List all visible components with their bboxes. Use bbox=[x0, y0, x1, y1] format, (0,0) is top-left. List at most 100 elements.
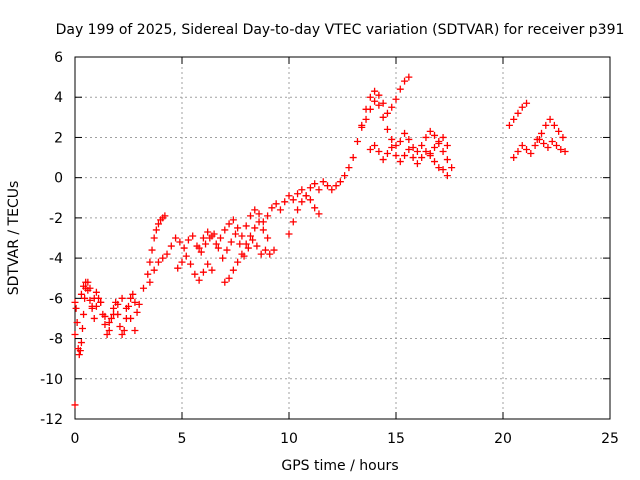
data-point bbox=[84, 286, 92, 294]
data-point bbox=[388, 135, 396, 143]
chart-title: Day 199 of 2025, Sidereal Day-to-day VTE… bbox=[56, 22, 625, 38]
data-point bbox=[371, 97, 379, 105]
data-point bbox=[191, 270, 199, 278]
data-point bbox=[319, 178, 327, 186]
data-point bbox=[71, 401, 79, 409]
data-point bbox=[97, 298, 105, 306]
data-point bbox=[328, 186, 336, 194]
data-point bbox=[118, 294, 126, 302]
data-point bbox=[388, 103, 396, 111]
data-point bbox=[92, 288, 100, 296]
data-point bbox=[236, 240, 244, 248]
data-point bbox=[289, 196, 297, 204]
data-point bbox=[264, 212, 272, 220]
data-point bbox=[219, 254, 227, 262]
data-point bbox=[383, 125, 391, 133]
data-point bbox=[379, 99, 387, 107]
data-point bbox=[180, 244, 188, 252]
data-point bbox=[174, 264, 182, 272]
data-point bbox=[409, 144, 417, 151]
data-point bbox=[510, 115, 518, 123]
data-point bbox=[548, 137, 556, 145]
data-point bbox=[349, 154, 357, 162]
data-point bbox=[435, 137, 443, 145]
data-point bbox=[540, 139, 548, 147]
data-point bbox=[214, 244, 222, 252]
data-point bbox=[505, 121, 513, 129]
data-point bbox=[324, 182, 332, 190]
data-point bbox=[306, 196, 314, 204]
data-point bbox=[176, 238, 184, 246]
data-point bbox=[401, 77, 409, 85]
data-point bbox=[272, 200, 280, 208]
x-tick-label: 0 bbox=[71, 431, 80, 447]
data-point bbox=[90, 314, 98, 322]
data-point bbox=[78, 325, 86, 332]
data-point bbox=[353, 137, 361, 145]
data-point bbox=[311, 204, 319, 212]
data-point bbox=[276, 206, 284, 214]
data-point bbox=[336, 178, 344, 186]
y-tick-label: -12 bbox=[40, 412, 63, 428]
data-point bbox=[544, 144, 552, 151]
y-tick-label: -8 bbox=[49, 332, 63, 348]
data-point bbox=[375, 101, 383, 109]
data-point bbox=[127, 294, 135, 302]
data-point bbox=[150, 266, 158, 274]
data-point bbox=[405, 73, 413, 81]
data-point bbox=[73, 318, 81, 326]
data-point bbox=[281, 198, 289, 206]
data-point bbox=[80, 310, 88, 318]
data-point bbox=[82, 278, 90, 286]
data-point bbox=[88, 302, 96, 310]
data-point bbox=[234, 224, 242, 232]
data-point bbox=[246, 212, 254, 220]
data-point bbox=[518, 141, 526, 149]
data-point bbox=[358, 123, 366, 131]
data-point bbox=[345, 164, 353, 172]
data-point bbox=[285, 230, 293, 238]
data-point bbox=[371, 141, 379, 149]
data-point bbox=[72, 304, 80, 312]
data-point bbox=[435, 164, 443, 172]
y-tick-label: 4 bbox=[54, 90, 63, 106]
data-point bbox=[523, 99, 531, 107]
data-point bbox=[229, 216, 237, 224]
data-point bbox=[366, 105, 374, 113]
y-tick-label: -6 bbox=[49, 291, 63, 307]
data-point bbox=[514, 109, 522, 117]
data-point bbox=[86, 296, 94, 304]
data-point bbox=[533, 135, 541, 143]
data-point bbox=[195, 276, 203, 284]
data-point bbox=[114, 300, 122, 308]
y-tick-label: -10 bbox=[40, 372, 63, 388]
data-point bbox=[413, 160, 421, 168]
data-point bbox=[431, 131, 439, 139]
data-point bbox=[184, 236, 192, 244]
data-point bbox=[555, 127, 563, 135]
data-point bbox=[266, 250, 274, 258]
data-point bbox=[405, 146, 413, 154]
data-point bbox=[294, 190, 302, 198]
data-point bbox=[139, 284, 147, 292]
data-point bbox=[195, 244, 203, 252]
data-point bbox=[249, 236, 257, 244]
data-point bbox=[396, 137, 404, 145]
data-point bbox=[107, 314, 115, 322]
y-tick-label: -2 bbox=[49, 211, 63, 227]
data-point bbox=[101, 320, 109, 328]
data-point bbox=[418, 141, 426, 149]
data-point bbox=[379, 156, 387, 164]
y-tick-label: 2 bbox=[54, 130, 63, 146]
data-point bbox=[129, 290, 137, 298]
data-point bbox=[285, 192, 293, 200]
y-tick-label: -4 bbox=[49, 251, 63, 267]
data-point bbox=[550, 121, 558, 129]
data-point bbox=[362, 115, 370, 123]
data-point bbox=[396, 158, 404, 166]
data-point bbox=[409, 154, 417, 162]
data-point bbox=[105, 318, 113, 326]
x-tick-label: 20 bbox=[494, 431, 512, 447]
data-point bbox=[127, 314, 135, 322]
data-point bbox=[242, 240, 250, 248]
